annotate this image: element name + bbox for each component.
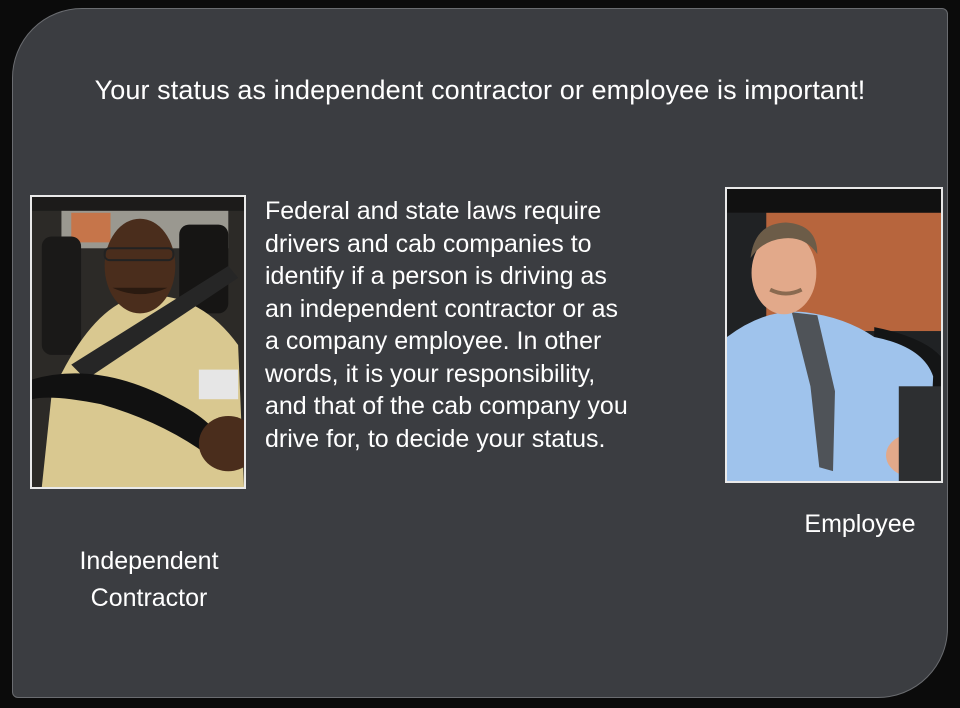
independent-contractor-caption: Independent Contractor	[79, 547, 219, 612]
slide: Your status as independent contractor or…	[12, 8, 948, 698]
employee-photo	[725, 187, 943, 483]
body-paragraph: Federal and state laws require drivers a…	[265, 197, 628, 453]
employee-in-car-image	[727, 189, 941, 481]
driver-at-steering-wheel-image	[32, 197, 244, 487]
independent-contractor-photo	[30, 195, 246, 489]
slide-title: Your status as independent contractor or…	[94, 75, 866, 105]
employee-caption: Employee	[804, 510, 916, 538]
